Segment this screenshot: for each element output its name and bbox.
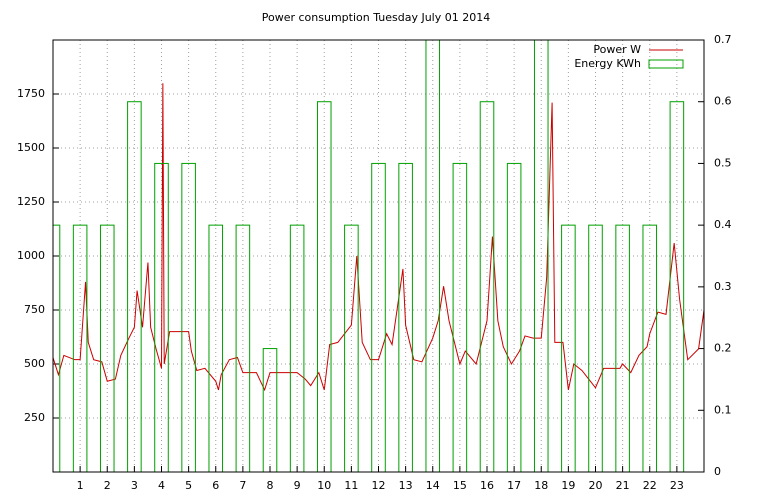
x-tick-label: 22: [643, 479, 657, 492]
energy-bar: [371, 162, 386, 472]
axis-labels: 250 500 750 1000 1250 1500 1750 0 0.1 0.2 0.3 0.4 0.…: [17, 33, 732, 492]
x-tick-label: 12: [372, 479, 386, 492]
x-tick-label: 20: [589, 479, 603, 492]
y2-tick-label: 0.5: [714, 156, 732, 169]
y2-tick-label: 0.6: [714, 95, 732, 108]
x-tick-label: 23: [670, 479, 684, 492]
grid: [53, 39, 704, 473]
y-tick-label: 750: [24, 303, 45, 316]
energy-bar: [53, 224, 61, 472]
x-tick-label: 4: [158, 479, 165, 492]
y-tick-label: 1250: [17, 195, 45, 208]
y2-tick-label: 0.1: [714, 403, 732, 416]
energy-bar: [181, 162, 196, 472]
energy-bar: [289, 224, 305, 472]
x-tick-label: 8: [267, 479, 274, 492]
y-tick-label: 1000: [17, 249, 45, 262]
y2-tick-label: 0: [714, 465, 721, 478]
energy-bar: [452, 162, 468, 472]
energy-bar: [561, 224, 576, 472]
x-tick-label: 10: [317, 479, 331, 492]
y2-tick-label: 0.4: [714, 218, 732, 231]
x-tick-label: 11: [344, 479, 358, 492]
energy-bar: [615, 224, 630, 472]
energy-bar: [642, 224, 658, 472]
x-tick-label: 13: [399, 479, 413, 492]
plot-frame: [52, 39, 705, 473]
x-tick-label: 5: [185, 479, 192, 492]
x-tick-label: 17: [507, 479, 521, 492]
y-tick-label: 250: [24, 411, 45, 424]
x-tick-label: 19: [561, 479, 575, 492]
y-tick-label: 1500: [17, 141, 45, 154]
x-tick-label: 14: [426, 479, 440, 492]
energy-bar: [588, 224, 603, 472]
x-tick-label: 18: [534, 479, 548, 492]
x-tick-label: 1: [77, 479, 84, 492]
energy-bar: [99, 224, 115, 472]
y2-tick-label: 0.7: [714, 33, 732, 46]
energy-bar: [154, 162, 169, 472]
energy-bar: [344, 224, 359, 472]
x-tick-label: 21: [616, 479, 630, 492]
power-line: [53, 83, 704, 392]
x-tick-label: 16: [480, 479, 494, 492]
energy-bar: [262, 348, 278, 472]
plot-area: [53, 40, 704, 472]
energy-bar: [425, 40, 441, 472]
energy-bar: [72, 224, 88, 472]
energy-bar: [208, 224, 224, 472]
y2-tick-label: 0.3: [714, 280, 732, 293]
y2-tick-label: 0.2: [714, 342, 732, 355]
energy-bar: [235, 224, 251, 472]
x-tick-label: 15: [453, 479, 467, 492]
x-tick-label: 9: [294, 479, 301, 492]
x-tick-label: 6: [212, 479, 219, 492]
y-tick-label: 500: [24, 357, 45, 370]
legend-label: Power W: [593, 43, 641, 56]
legend-swatch: [648, 59, 684, 69]
chart-title: Power consumption Tuesday July 01 2014: [262, 11, 491, 24]
energy-bar: [533, 40, 549, 472]
x-tick-label: 3: [131, 479, 138, 492]
energy-bar: [398, 162, 413, 472]
x-tick-label: 2: [104, 479, 111, 492]
energy-bar: [506, 162, 522, 472]
y-tick-label: 1750: [17, 87, 45, 100]
legend-label: Energy KWh: [574, 57, 641, 70]
x-tick-label: 7: [239, 479, 246, 492]
